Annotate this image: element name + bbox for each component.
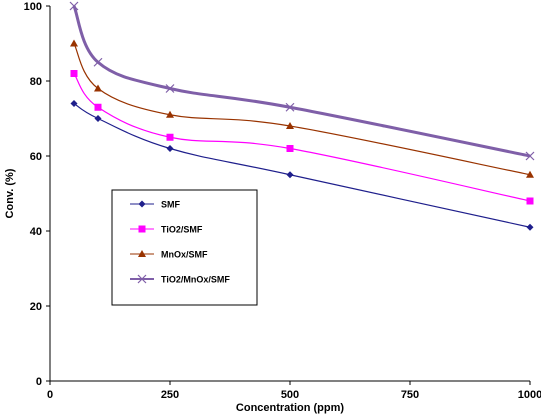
data-point bbox=[94, 115, 102, 122]
data-point bbox=[94, 103, 102, 111]
marker-stroke bbox=[137, 274, 147, 284]
data-point bbox=[70, 70, 78, 77]
data-point bbox=[93, 57, 103, 67]
legend-swatch-marker bbox=[138, 225, 146, 233]
legend-swatch-marker bbox=[138, 250, 146, 257]
series-line bbox=[72, 5, 531, 158]
legend-label: TiO2/MnOx/SMF bbox=[161, 275, 230, 285]
x-tick-label: 250 bbox=[161, 389, 179, 401]
y-axis-title: Conv. (%) bbox=[4, 168, 16, 218]
legend-swatch-marker bbox=[138, 200, 146, 208]
marker-stroke bbox=[285, 102, 295, 112]
legend-label: TiO2/SMF bbox=[161, 225, 203, 235]
data-point bbox=[525, 151, 535, 161]
data-point bbox=[165, 84, 175, 93]
x-tick-label: 1000 bbox=[518, 389, 541, 401]
data-point bbox=[526, 197, 534, 205]
y-tick-label: 20 bbox=[30, 301, 42, 313]
series-layer bbox=[69, 1, 535, 231]
series-line bbox=[73, 73, 531, 202]
x-ticks: 0 250 500 750 1000 bbox=[47, 381, 541, 401]
series-3 bbox=[69, 1, 535, 161]
data-point bbox=[166, 145, 174, 152]
legend-label: MnOx/SMF bbox=[161, 250, 208, 260]
series-0 bbox=[70, 100, 534, 231]
data-point bbox=[286, 122, 294, 129]
legend-swatch-marker bbox=[137, 274, 147, 284]
data-point bbox=[526, 170, 534, 178]
legend: SMF TiO2/SMF MnOx/SMF TiO2/MnOx/SMF bbox=[111, 189, 258, 306]
data-point bbox=[70, 39, 78, 47]
marker-stroke bbox=[525, 151, 535, 161]
marker-stroke bbox=[165, 84, 175, 93]
legend-box bbox=[111, 189, 258, 306]
marker-stroke bbox=[93, 57, 103, 67]
x-tick-label: 500 bbox=[281, 389, 299, 401]
marker-stroke bbox=[69, 1, 79, 11]
x-tick-label: 0 bbox=[47, 389, 53, 401]
y-tick-label: 100 bbox=[24, 1, 42, 13]
data-point bbox=[285, 102, 295, 112]
x-axis-title: Concentration (ppm) bbox=[236, 402, 344, 414]
series-1 bbox=[70, 70, 534, 205]
data-point bbox=[94, 84, 102, 92]
data-point bbox=[286, 171, 294, 179]
y-tick-label: 0 bbox=[36, 376, 42, 388]
series-2 bbox=[70, 39, 534, 178]
data-point bbox=[166, 133, 174, 141]
y-tick-label: 60 bbox=[30, 151, 42, 163]
y-tick-label: 40 bbox=[30, 226, 42, 238]
y-ticks: 0 20 40 60 80 100 bbox=[24, 1, 50, 388]
data-point bbox=[70, 100, 78, 107]
data-point bbox=[166, 110, 174, 118]
data-point bbox=[286, 145, 294, 152]
data-point bbox=[526, 223, 534, 231]
data-point bbox=[69, 1, 79, 11]
y-tick-label: 80 bbox=[30, 76, 42, 88]
x-tick-label: 750 bbox=[401, 389, 419, 401]
legend-label: SMF bbox=[161, 200, 181, 210]
